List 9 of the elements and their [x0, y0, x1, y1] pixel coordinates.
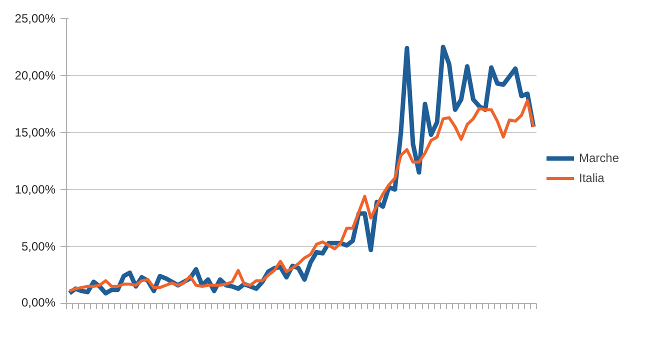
y-tick-label: 25,00%	[14, 12, 56, 26]
line-series	[68, 99, 535, 292]
y-tick-label: 5,00%	[21, 240, 56, 254]
y-tick-label: 20,00%	[14, 68, 56, 82]
legend-label: Marche	[579, 151, 620, 165]
y-tick-label: 0,00%	[21, 296, 56, 310]
y-tick-label: 10,00%	[14, 182, 56, 196]
legend-label: Italia	[579, 171, 604, 185]
y-tick-label: 15,00%	[14, 126, 56, 140]
